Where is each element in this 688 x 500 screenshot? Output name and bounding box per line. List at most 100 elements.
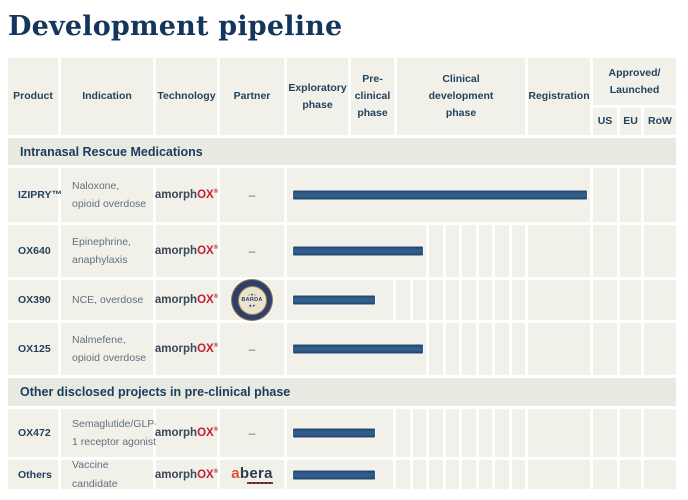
us-cell: [593, 225, 617, 277]
partner-cell: –: [220, 168, 284, 222]
phase-grid-cell: [478, 409, 492, 457]
row-cell: [644, 409, 676, 457]
abera-logo: abera: [231, 466, 273, 484]
ox-text: OX: [197, 427, 214, 439]
indication-text: Nalmefene, opioid overdose: [72, 333, 147, 364]
product-name: IZIPRY™: [8, 168, 62, 222]
registered-mark: ®: [213, 294, 219, 301]
phase-grid-cell: [478, 225, 492, 277]
header-clinical-development-phase: Clinical development phase: [397, 58, 525, 135]
amorphox-logo: amorphOX®: [155, 427, 218, 439]
product-name: OX472: [8, 409, 58, 457]
eu-cell: [620, 409, 641, 457]
us-cell: [593, 323, 617, 375]
indication-text: Vaccine candidate: [72, 459, 118, 490]
amorph-text: amorph: [154, 294, 198, 306]
ox-text: OX: [197, 294, 214, 306]
us-cell: [593, 409, 617, 457]
row-cell: [644, 280, 676, 320]
phase-grid-cell: [495, 460, 509, 489]
product-name: Others: [8, 460, 58, 489]
progress-bar: [293, 428, 375, 438]
partner-cell: • ♥ • BARDA ♣ ♥: [220, 280, 284, 320]
eu-cell: [620, 323, 641, 375]
indication-cell: Nalmefene, opioid overdose: [61, 323, 153, 375]
indication-cell: Epinephrine, anaphylaxis: [61, 225, 153, 277]
indication-text: Naloxone, opioid overdose: [72, 179, 147, 210]
header-eu: EU: [620, 108, 641, 135]
phase-grid-cell: [478, 323, 492, 375]
phase-grid-cell: [429, 460, 443, 489]
row-cell: [644, 460, 676, 489]
ox-text: OX: [197, 189, 214, 201]
row-cell: [644, 168, 676, 222]
registered-mark: ®: [213, 427, 219, 434]
amorph-text: amorph: [154, 343, 198, 355]
header-us: US: [593, 108, 617, 135]
registered-mark: ®: [213, 343, 219, 350]
table-header-row: Product Indication Technology Partner Ex…: [8, 58, 676, 135]
phase-span-cell: [287, 323, 426, 375]
phase-span-cell: [287, 280, 393, 320]
table-row: IZIPRY™ Naloxone, opioid overdose amorph…: [8, 168, 676, 222]
barda-label: BARDA: [241, 296, 263, 303]
indication-text: NCE, overdose: [72, 293, 144, 306]
registration-cell: [528, 280, 590, 320]
header-preclinical-phase: Pre-clinical phase: [351, 58, 394, 135]
header-exploratory-phase: Exploratory phase: [287, 58, 348, 135]
barda-logo: • ♥ • BARDA ♣ ♥: [232, 280, 272, 320]
us-cell: [593, 280, 617, 320]
header-approved-launched-group: Approved/ Launched US EU RoW: [593, 58, 676, 135]
phase-grid-cell: [445, 460, 459, 489]
technology-cell: amorphOX®: [155, 225, 218, 277]
technology-cell: amorphOX®: [155, 168, 219, 222]
partner-dash: –: [248, 426, 256, 440]
phase-grid-cell: [495, 409, 509, 457]
header-technology: Technology: [156, 58, 217, 135]
registered-mark: ®: [213, 189, 219, 196]
phase-grid-cell: [511, 409, 525, 457]
phase-span-cell: [287, 168, 590, 222]
progress-bar: [293, 470, 375, 479]
registration-cell: [528, 460, 590, 489]
amorph-text: amorph: [154, 468, 198, 481]
phase-grid-cell: [445, 409, 459, 457]
phase-grid-cell: [412, 409, 426, 457]
header-partner: Partner: [220, 58, 284, 135]
phase-grid-cell: [462, 460, 476, 489]
barda-marks-bottom: ♣ ♥: [248, 302, 256, 308]
header-row-region: RoW: [644, 108, 676, 135]
phase-grid-cell: [412, 280, 426, 320]
phase-span-cell: [287, 409, 393, 457]
phase-grid-cell: [445, 225, 459, 277]
header-region-subrow: US EU RoW: [593, 108, 676, 135]
partner-cell: –: [220, 409, 284, 457]
amorph-text: amorph: [154, 427, 198, 439]
amorphox-logo: amorphOX®: [155, 294, 218, 306]
phase-grid-cell: [462, 323, 476, 375]
registered-mark: ®: [213, 245, 219, 252]
phase-grid-cell: [478, 280, 492, 320]
header-registration: Registration: [528, 58, 590, 135]
indication-text: Epinephrine, anaphylaxis: [72, 235, 131, 266]
registration-cell: [528, 323, 590, 375]
phase-grid-cell: [495, 280, 509, 320]
partner-dash: –: [248, 244, 256, 258]
abera-tagline: [246, 481, 273, 484]
product-name: OX125: [8, 323, 58, 375]
table-row: OX640 Epinephrine, anaphylaxis amorphOX®…: [8, 225, 676, 277]
us-cell: [593, 460, 617, 489]
phase-grid-cell: [412, 460, 426, 489]
product-name: OX640: [8, 225, 58, 277]
header-product: Product: [8, 58, 58, 135]
phase-grid-cell: [495, 225, 509, 277]
partner-cell: –: [220, 225, 284, 277]
progress-bar: [293, 246, 423, 256]
progress-bar: [293, 344, 423, 354]
phase-grid-cell: [511, 460, 525, 489]
section-intranasal-rescue-medications: Intranasal Rescue Medications: [8, 138, 676, 165]
ox-text: OX: [197, 468, 214, 481]
amorphox-logo: amorphOX®: [155, 245, 218, 257]
abera-wordmark: abera: [231, 466, 273, 481]
phase-span-cell: [287, 460, 393, 489]
